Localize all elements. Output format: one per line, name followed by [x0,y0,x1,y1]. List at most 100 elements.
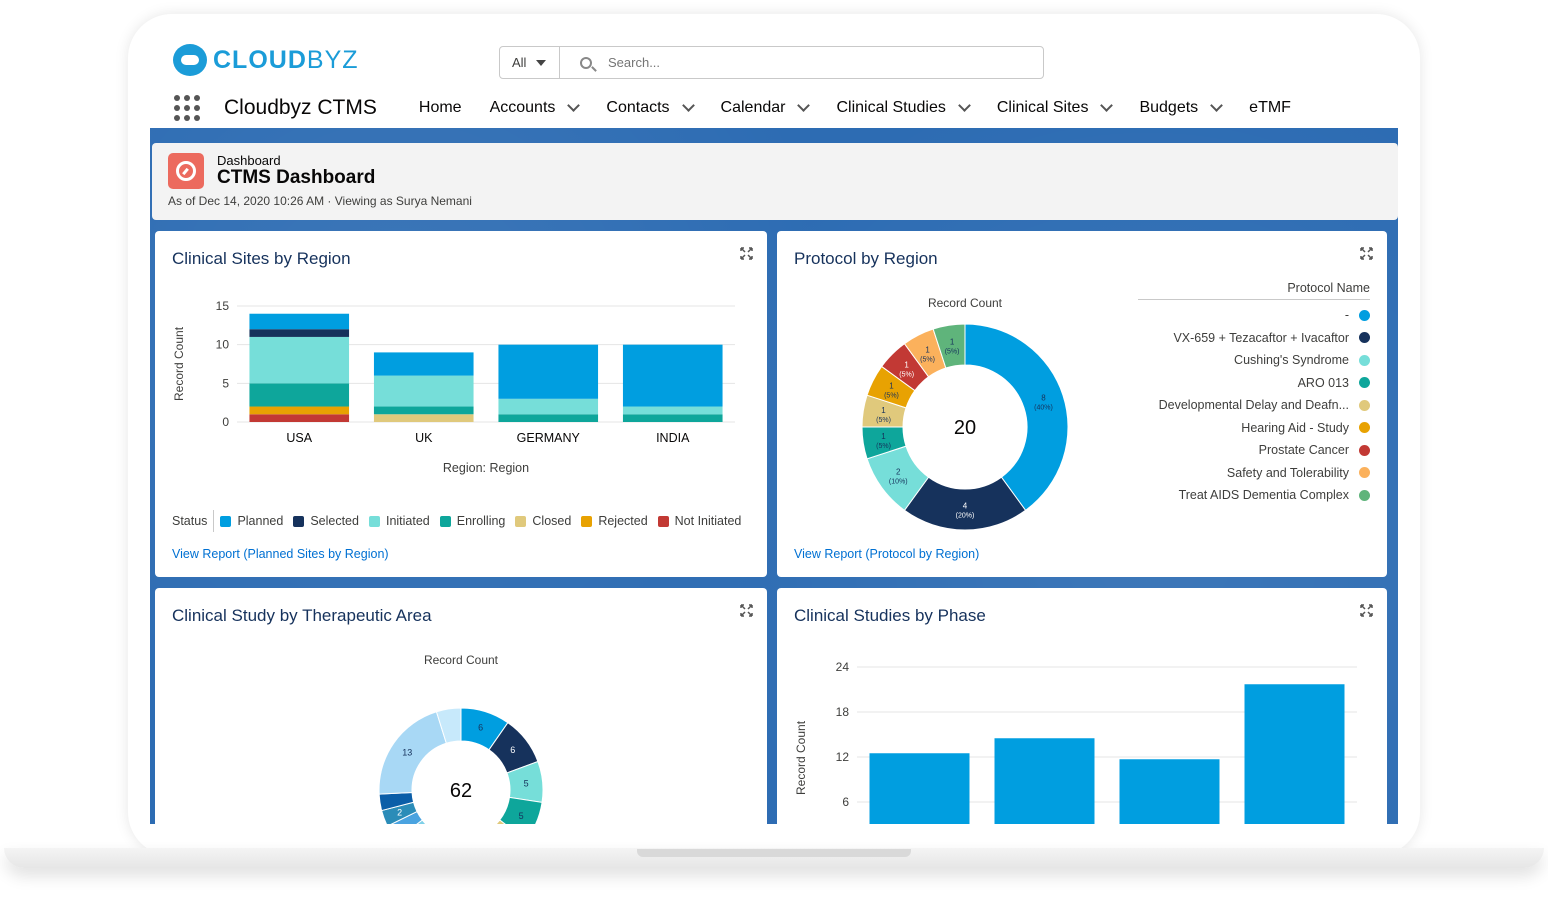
bar-segment-initiated[interactable] [498,398,599,415]
legend-item[interactable]: Prostate Cancer [1138,439,1370,462]
nav-tab-clinical-studies[interactable]: Clinical Studies [836,99,971,117]
phase-bar-chart: 6 12 18 24 Record Count [794,660,1357,824]
legend-item[interactable]: ARO 013 [1138,372,1370,395]
chevron-down-icon[interactable] [1210,99,1224,112]
bar-segment-initiated[interactable] [622,406,723,415]
search-scope-label: All [512,55,527,70]
slice-value-label: 1 [889,382,894,391]
logo-text-light: BYZ [306,45,359,74]
search-scope-select[interactable]: All [500,47,560,78]
nav-tab-clinical-sites[interactable]: Clinical Sites [996,99,1114,117]
legend-dot [1359,444,1370,456]
x-tick-label: GERMANY [517,431,581,445]
card-title: Clinical Study by Therapeutic Area [172,606,432,625]
sites-bar-chart: 0 5 10 15 USA UK GERMANY INDIA Region: Region Rec… [172,299,735,475]
legend-label: Hearing Aid - Study [1241,420,1349,435]
cloudbyz-logo[interactable]: CLOUDBYZ [173,44,359,76]
nav-tab-label: Clinical Sites [996,99,1089,116]
view-report-link[interactable]: View Report (Planned Sites by Region) [172,547,389,561]
bar-segment-initiated[interactable] [249,336,350,384]
legend-item[interactable]: Initiated [368,514,430,528]
search-input[interactable] [608,55,1028,70]
phase-bar[interactable] [869,753,970,824]
nav-tab-contacts[interactable]: Contacts [606,99,695,117]
donut-slice[interactable] [499,796,543,824]
bar-segment-enrolling[interactable] [373,406,474,415]
expand-icon[interactable] [740,604,753,617]
legend-item[interactable]: Cushing's Syndrome [1138,349,1370,372]
bar-segment-enrolling[interactable] [498,414,599,422]
legend-label: Enrolling [456,514,506,528]
legend-item[interactable]: Developmental Delay and Deafn... [1138,394,1370,417]
sites-legend: Status Planned Selected Initiated Enrolling… [172,510,751,532]
nav-tab-label: Accounts [489,99,556,116]
bar-segment-enrolling[interactable] [622,414,723,422]
expand-icon[interactable] [1360,247,1373,260]
bar-segment-not-initiated[interactable] [249,414,350,422]
nav-tab-home[interactable]: Home [419,99,462,117]
donut-slice[interactable] [485,819,526,824]
donut-slice[interactable] [932,323,966,369]
bar-segment-selected[interactable] [249,329,350,337]
y-axis-label: Record Count [794,720,808,795]
chevron-down-icon[interactable] [797,99,811,112]
legend-item[interactable]: Treat AIDS Dementia Complex [1138,484,1370,507]
legend-item[interactable]: Not Initiated [657,514,742,528]
bar-segment-planned[interactable] [622,344,723,407]
legend-item[interactable]: Enrolling [439,514,506,528]
legend-label: - [1344,308,1349,323]
legend-item[interactable]: - [1138,304,1370,327]
legend-item[interactable]: Selected [293,514,359,528]
card-protocol-by-region: Protocol by Region 8 (40%) 4 (20%) 2 (10%) 1 (5… [777,231,1387,577]
x-tick-label: UK [415,431,433,445]
legend-item[interactable]: Closed [515,514,571,528]
expand-icon[interactable] [740,247,753,260]
nav-tab-calendar[interactable]: Calendar [721,99,811,117]
bar-segment-enrolling[interactable] [249,383,350,407]
phase-bar[interactable] [994,738,1095,824]
bar-segment-planned[interactable] [498,344,599,399]
nav-tab-label: Contacts [606,99,670,116]
nav-tab-accounts[interactable]: Accounts [489,99,581,117]
bar-segment-rejected[interactable] [249,406,350,415]
app-launcher-icon[interactable] [174,95,200,121]
donut-slice[interactable] [378,711,447,795]
nav-tab-budgets[interactable]: Budgets [1139,99,1224,117]
legend-dot [1359,467,1370,479]
phase-bar[interactable] [1244,684,1345,824]
legend-item[interactable]: VX-659 + Tezacaftor + Ivacaftor [1138,327,1370,350]
legend-label: Developmental Delay and Deafn... [1158,398,1349,413]
legend-item[interactable]: Rejected [581,514,648,528]
chevron-down-icon[interactable] [957,99,971,112]
legend-item[interactable]: Planned [220,514,283,528]
bar-segment-closed[interactable] [373,414,474,422]
chevron-down-icon[interactable] [1100,99,1114,112]
expand-icon[interactable] [1360,604,1373,617]
chevron-down-icon[interactable] [681,99,695,112]
slice-value-label: 1 [904,361,909,370]
slice-percent-label: (5%) [899,372,914,379]
cloud-logo-icon [173,44,207,76]
legend-item[interactable]: Safety and Tolerability [1138,462,1370,485]
legend-label: Not Initiated [674,514,742,528]
legend-item[interactable]: Hearing Aid - Study [1138,417,1370,440]
view-report-link[interactable]: View Report (Protocol by Region) [794,547,980,561]
bar-segment-planned[interactable] [373,352,474,376]
legend-label: Prostate Cancer [1258,443,1349,458]
x-tick-label: INDIA [656,431,690,445]
bar-segment-planned[interactable] [249,313,350,330]
y-tick-label: 6 [842,795,849,809]
phase-bar[interactable] [1119,759,1220,824]
donut-title: Record Count [928,296,1003,310]
donut-slice[interactable] [435,707,462,744]
legend-label: ARO 013 [1297,375,1349,390]
y-tick-label: 24 [836,660,850,674]
slice-percent-label: (10%) [889,478,908,485]
donut-slice[interactable] [964,323,1069,512]
chevron-down-icon[interactable] [567,99,581,112]
y-axis-label: Record Count [172,326,186,401]
nav-tab-etmf[interactable]: eTMF [1249,99,1291,117]
bar-segment-initiated[interactable] [373,375,474,407]
